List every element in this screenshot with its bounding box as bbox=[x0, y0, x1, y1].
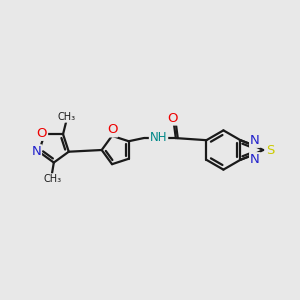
Text: N: N bbox=[31, 145, 41, 158]
Text: NH: NH bbox=[150, 131, 167, 144]
Text: CH₃: CH₃ bbox=[44, 174, 62, 184]
Text: CH₃: CH₃ bbox=[58, 112, 76, 122]
Text: S: S bbox=[266, 143, 274, 157]
Text: O: O bbox=[167, 112, 178, 124]
Text: N: N bbox=[250, 134, 260, 147]
Text: O: O bbox=[107, 123, 117, 136]
Text: O: O bbox=[37, 127, 47, 140]
Text: N: N bbox=[250, 153, 260, 166]
